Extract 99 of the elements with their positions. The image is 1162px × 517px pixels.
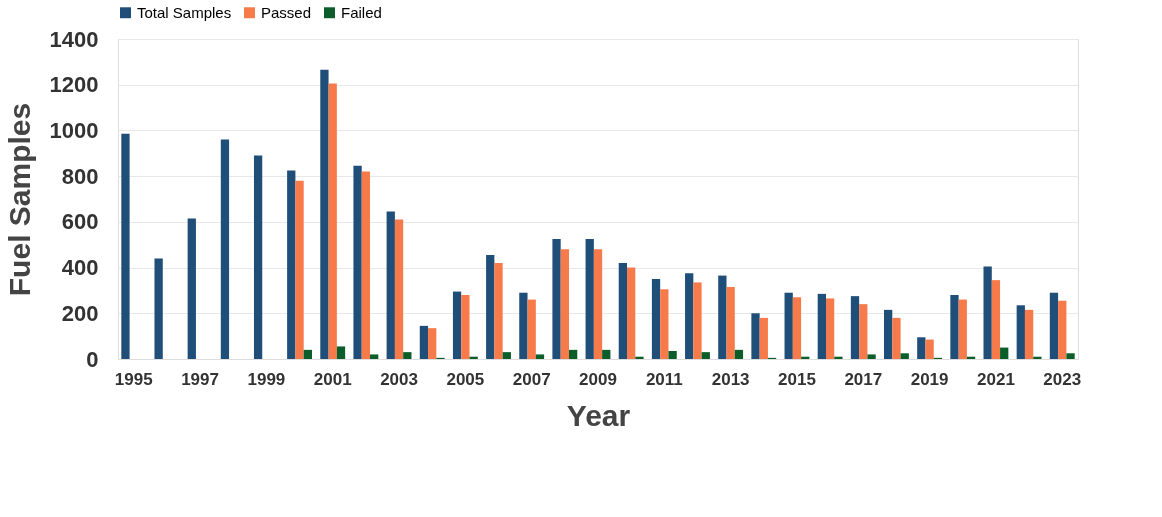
x-tick-label: 2001 bbox=[313, 369, 352, 389]
bar bbox=[486, 255, 495, 359]
bar bbox=[784, 292, 793, 359]
bar bbox=[701, 352, 710, 359]
bar bbox=[668, 351, 677, 359]
bar bbox=[535, 354, 545, 359]
bar bbox=[734, 349, 744, 359]
x-tick-label: 2013 bbox=[711, 369, 750, 389]
bar bbox=[693, 282, 702, 359]
legend-label: Total Samples bbox=[137, 3, 232, 21]
x-tick-label: 2005 bbox=[446, 369, 485, 389]
x-axis-title: Year bbox=[566, 398, 631, 432]
bar bbox=[792, 297, 802, 359]
bar bbox=[817, 293, 826, 359]
x-tick-label: 2023 bbox=[1043, 369, 1082, 389]
x-tick-label: 2021 bbox=[977, 369, 1015, 389]
y-tick-label: 600 bbox=[61, 209, 99, 235]
bar bbox=[287, 170, 296, 359]
bar bbox=[303, 349, 312, 359]
bar bbox=[370, 354, 379, 359]
bar bbox=[726, 287, 735, 359]
bar bbox=[825, 298, 835, 359]
bar bbox=[859, 304, 868, 359]
bar bbox=[419, 325, 429, 359]
bar bbox=[1016, 305, 1025, 359]
bar bbox=[494, 263, 503, 359]
y-tick-label: 800 bbox=[61, 163, 99, 189]
bar bbox=[295, 180, 304, 359]
bar bbox=[336, 346, 346, 359]
bar bbox=[403, 352, 412, 359]
bar bbox=[834, 356, 843, 359]
bar bbox=[925, 339, 934, 359]
bar bbox=[452, 291, 462, 359]
bar bbox=[950, 295, 959, 359]
y-axis-title: Fuel Samples bbox=[2, 102, 36, 297]
y-tick-label: 1000 bbox=[49, 117, 99, 143]
bar bbox=[892, 317, 901, 359]
bar bbox=[1066, 353, 1075, 359]
bar bbox=[685, 273, 694, 359]
x-tick-label: 2003 bbox=[380, 369, 418, 389]
bar bbox=[751, 313, 760, 359]
y-tick-label: 200 bbox=[61, 300, 99, 326]
x-tick-label: 2007 bbox=[512, 369, 551, 389]
x-tick-label: 2017 bbox=[844, 369, 883, 389]
bar bbox=[121, 133, 130, 359]
legend-label: Failed bbox=[341, 3, 382, 21]
bar bbox=[627, 267, 636, 359]
bar bbox=[585, 239, 594, 359]
bar bbox=[154, 258, 163, 359]
bar bbox=[593, 249, 603, 359]
x-tick-label: 2011 bbox=[645, 369, 683, 389]
bar bbox=[519, 292, 528, 359]
bar bbox=[386, 211, 395, 359]
bar bbox=[552, 239, 561, 359]
y-tick-label: 1400 bbox=[49, 26, 99, 52]
y-tick-label: 0 bbox=[86, 346, 99, 372]
bar bbox=[635, 356, 644, 359]
bar bbox=[900, 353, 909, 359]
bar bbox=[718, 275, 727, 359]
x-tick-label: 2015 bbox=[778, 369, 816, 389]
bar bbox=[991, 280, 1001, 359]
bar bbox=[1058, 300, 1067, 359]
bar bbox=[1000, 347, 1009, 359]
x-tick-label: 1997 bbox=[181, 369, 219, 389]
bar bbox=[428, 328, 437, 359]
bar bbox=[660, 289, 669, 359]
bar bbox=[253, 155, 263, 359]
bar bbox=[328, 83, 337, 359]
bar bbox=[917, 337, 926, 359]
bar bbox=[850, 296, 860, 359]
bar bbox=[983, 266, 992, 359]
bar bbox=[461, 295, 470, 359]
legend-label: Passed bbox=[261, 3, 312, 21]
bar bbox=[958, 299, 967, 359]
bar bbox=[602, 349, 611, 359]
bar bbox=[361, 171, 371, 359]
bar bbox=[560, 249, 569, 359]
bar bbox=[502, 352, 511, 359]
bar bbox=[568, 349, 578, 359]
bar bbox=[884, 309, 893, 359]
bar bbox=[759, 317, 768, 359]
x-tick-label: 1999 bbox=[247, 369, 286, 389]
bar bbox=[394, 219, 404, 359]
x-tick-label: 2009 bbox=[579, 369, 617, 389]
bar bbox=[867, 354, 876, 359]
x-tick-label: 1995 bbox=[114, 369, 153, 389]
bar bbox=[527, 299, 536, 359]
y-tick-label: 1200 bbox=[49, 72, 99, 98]
bar bbox=[353, 165, 362, 359]
y-tick-label: 400 bbox=[61, 255, 99, 281]
bar bbox=[1049, 292, 1059, 359]
bar bbox=[220, 139, 230, 359]
bar bbox=[618, 263, 628, 359]
bar bbox=[1033, 356, 1042, 359]
bar bbox=[187, 218, 196, 359]
x-tick-label: 2019 bbox=[910, 369, 949, 389]
bar bbox=[651, 279, 661, 359]
bar bbox=[1024, 309, 1034, 359]
bar bbox=[320, 69, 329, 359]
